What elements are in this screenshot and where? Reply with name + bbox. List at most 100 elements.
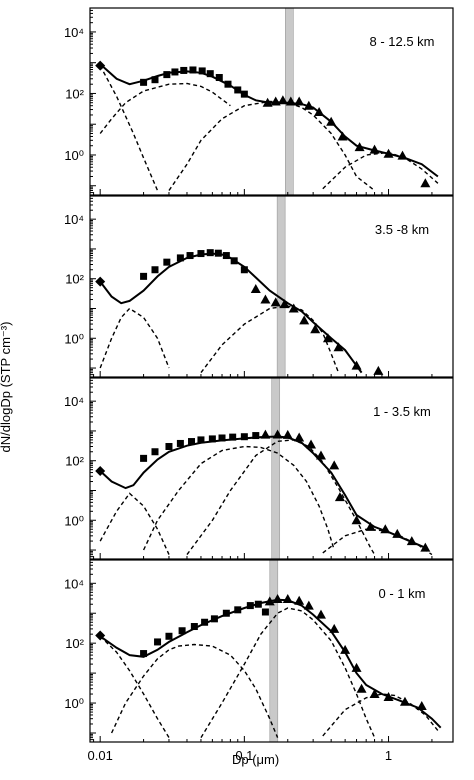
square-point: [224, 80, 232, 88]
triangle-point: [250, 284, 261, 294]
square-point: [140, 78, 148, 86]
fit-mode-curve: [99, 82, 231, 134]
square-point: [180, 66, 188, 74]
triangle-point: [277, 95, 288, 105]
panel-altitude-label: 1 - 3.5 km: [373, 404, 431, 419]
fit-mode-curve: [322, 693, 439, 737]
fit-mode-curve: [99, 65, 159, 191]
fit-total-curve: [99, 598, 442, 729]
triangle-point: [373, 365, 384, 375]
y-tick-label: 10⁰: [64, 331, 84, 346]
triangle-point: [294, 96, 305, 106]
y-tick-label: 10²: [65, 454, 84, 469]
square-point: [210, 615, 218, 623]
square-point: [208, 435, 216, 443]
square-point: [206, 249, 214, 257]
triangle-point: [420, 542, 431, 552]
triangle-point: [420, 178, 431, 188]
fit-mode-curve: [99, 307, 170, 369]
triangle-point: [383, 148, 394, 158]
triangle-point: [337, 131, 348, 141]
fit-total-curve: [99, 63, 439, 178]
square-point: [229, 433, 237, 441]
x-tick-label: 1: [385, 748, 392, 763]
triangle-point: [272, 593, 283, 603]
triangle-point: [340, 644, 351, 654]
triangle-point: [306, 439, 317, 449]
square-point: [201, 618, 209, 626]
triangle-point: [270, 297, 281, 307]
triangle-point: [260, 429, 271, 439]
triangle-point: [397, 150, 408, 160]
triangle-point: [282, 593, 293, 603]
x-tick-label: 0.01: [88, 748, 113, 763]
fit-mode-curve: [322, 151, 439, 190]
square-point: [240, 266, 248, 274]
square-point: [206, 70, 214, 78]
triangle-point: [310, 324, 321, 334]
square-point: [178, 627, 186, 635]
panel-1: 10⁰ 10² 10⁴ 8 - 12.5 km: [64, 7, 454, 196]
triangle-point: [326, 116, 337, 126]
panel-altitude-label: 0 - 1 km: [379, 586, 426, 601]
triangle-point: [399, 696, 410, 706]
fit-mode-curve: [99, 492, 170, 555]
fit-mode-curve: [110, 643, 279, 738]
panel-altitude-label: 8 - 12.5 km: [369, 34, 434, 49]
triangle-point: [270, 96, 281, 106]
fit-mode-curve: [99, 635, 170, 738]
triangle-point: [356, 683, 367, 693]
y-tick-label: 10⁰: [64, 696, 84, 711]
vertical-band: [269, 559, 279, 743]
panel-frame: [89, 377, 454, 560]
triangle-point: [351, 515, 362, 525]
square-point: [188, 438, 196, 446]
square-point: [214, 249, 222, 257]
fit-total-curve: [99, 435, 426, 549]
triangle-point: [272, 429, 283, 439]
square-point: [218, 434, 226, 442]
fit-total-curve: [99, 252, 363, 374]
triangle-point: [383, 691, 394, 701]
triangle-point: [282, 429, 293, 439]
diamond-point: [95, 466, 106, 477]
square-point: [176, 254, 184, 262]
square-point: [240, 90, 248, 98]
triangle-point: [303, 600, 314, 610]
y-tick-label: 10⁴: [64, 394, 84, 409]
square-point: [222, 252, 230, 260]
triangle-point: [288, 303, 299, 313]
fit-mode-curve: [168, 100, 376, 192]
square-point: [154, 638, 162, 646]
y-tick-label: 10⁰: [64, 148, 84, 163]
y-tick-label: 10⁰: [64, 513, 84, 528]
diamond-point: [95, 276, 106, 287]
triangle-point: [365, 521, 376, 531]
square-point: [252, 432, 260, 440]
diamond-point: [95, 60, 106, 71]
triangle-point: [416, 700, 427, 710]
square-point: [234, 606, 242, 614]
triangle-point: [314, 106, 325, 116]
x-tick-label: 0.1: [235, 748, 253, 763]
triangle-point: [294, 432, 305, 442]
square-point: [197, 250, 205, 258]
triangle-point: [380, 524, 391, 534]
triangle-point: [354, 142, 365, 152]
square-point: [222, 609, 230, 617]
square-point: [151, 448, 159, 456]
triangle-point: [369, 144, 380, 154]
panel-2: 10⁰ 10² 10⁴ 3.5 -8 km: [64, 195, 454, 378]
square-point: [165, 443, 173, 451]
triangle-point: [329, 460, 340, 470]
triangle-point: [333, 342, 344, 352]
square-point: [240, 433, 248, 441]
square-point: [198, 67, 206, 75]
y-tick-label: 10²: [65, 636, 84, 651]
square-point: [140, 650, 148, 658]
triangle-point: [334, 492, 345, 502]
triangle-point: [315, 450, 326, 460]
square-point: [140, 454, 148, 462]
square-point: [171, 68, 179, 76]
